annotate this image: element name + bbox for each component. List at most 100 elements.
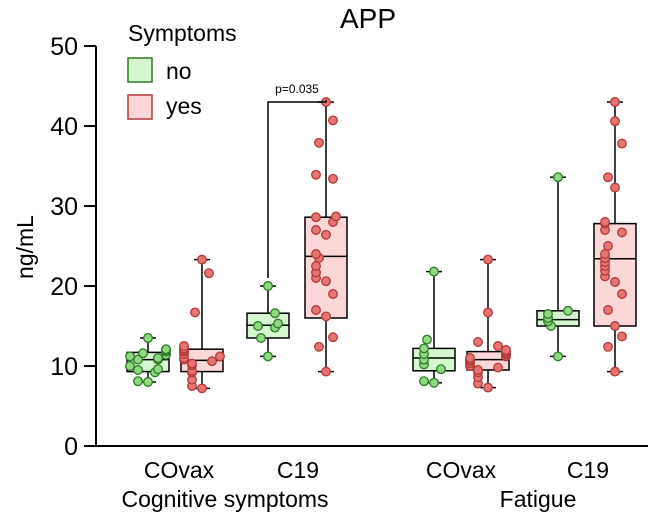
data-point	[603, 341, 613, 352]
data-point	[465, 353, 475, 363]
data-point	[493, 341, 503, 351]
data-point	[419, 343, 429, 354]
data-point	[483, 254, 493, 265]
data-point	[610, 277, 620, 287]
data-point	[153, 364, 163, 375]
data-point	[311, 249, 321, 259]
box-iqr	[593, 222, 637, 327]
data-point	[603, 172, 613, 183]
data-point	[321, 276, 331, 287]
y-tick-label: 30	[50, 193, 78, 221]
data-point	[314, 341, 324, 352]
data-point	[563, 305, 573, 316]
data-point	[543, 309, 553, 319]
data-point	[473, 365, 483, 375]
legend-swatch-yes	[127, 94, 153, 120]
data-point	[256, 333, 266, 343]
box-6	[536, 172, 580, 362]
data-point	[610, 321, 620, 331]
x-tick-label: COvax	[426, 457, 497, 483]
y-tick-label: 10	[50, 353, 78, 381]
data-point	[125, 361, 135, 371]
data-point	[311, 169, 321, 180]
data-point	[617, 331, 627, 342]
data-point	[133, 365, 143, 375]
data-point	[133, 376, 143, 387]
group-label: Fatigue	[500, 486, 577, 512]
data-point	[263, 351, 273, 362]
boxes-layer	[125, 97, 637, 394]
data-point	[321, 311, 331, 322]
box-5	[465, 254, 511, 393]
data-point	[321, 229, 331, 240]
x-tick-label: C19	[567, 457, 609, 483]
y-tick-label: 50	[50, 33, 78, 61]
x-tick-label: C19	[277, 457, 319, 483]
box-2	[246, 281, 290, 362]
data-point	[270, 308, 280, 319]
significance-label: p=0.035	[275, 82, 319, 96]
data-point	[553, 351, 563, 362]
data-point	[331, 211, 341, 222]
significance-bracket	[267, 100, 327, 278]
data-point	[473, 337, 483, 347]
data-point	[419, 376, 429, 387]
data-point	[429, 266, 439, 277]
data-point	[190, 307, 200, 318]
legend-label-no: no	[166, 58, 192, 84]
data-point	[501, 345, 511, 355]
data-point	[328, 173, 338, 184]
chart-title: APP	[340, 3, 396, 34]
data-point	[610, 116, 620, 127]
box-1	[179, 254, 225, 394]
data-point	[263, 281, 273, 291]
data-point	[207, 356, 217, 367]
data-point	[610, 366, 620, 377]
data-point	[436, 364, 446, 375]
data-point	[321, 366, 331, 377]
legend: Symptoms no yes	[127, 20, 237, 120]
data-point	[493, 362, 503, 373]
data-point	[314, 137, 324, 148]
y-axis-label: ng/mL	[12, 215, 38, 279]
data-point	[617, 138, 627, 149]
data-point	[153, 353, 163, 363]
data-point	[553, 172, 563, 183]
data-point	[422, 334, 432, 345]
data-point	[143, 377, 153, 387]
data-point	[311, 225, 321, 235]
legend-title: Symptoms	[128, 20, 237, 46]
data-point	[161, 344, 171, 355]
data-point	[610, 97, 620, 107]
data-point	[617, 289, 627, 299]
data-point	[429, 377, 439, 388]
data-point	[197, 383, 207, 394]
data-point	[600, 217, 610, 227]
box-7	[593, 97, 637, 377]
data-point	[187, 358, 197, 369]
group-label: Cognitive symptoms	[121, 486, 328, 512]
data-point	[603, 241, 613, 251]
data-point	[311, 261, 321, 271]
data-point	[197, 254, 207, 265]
data-point	[253, 321, 263, 331]
box-3	[304, 97, 348, 377]
significance-annotation: p=0.035	[267, 82, 327, 278]
data-point	[328, 115, 338, 126]
y-axis: 0 10 20 30 40 50	[50, 33, 97, 461]
data-point	[143, 333, 153, 343]
data-point	[610, 182, 620, 193]
box-4	[412, 266, 456, 388]
data-point	[328, 332, 338, 343]
y-tick-label: 20	[50, 273, 78, 301]
data-point	[328, 289, 338, 299]
data-point	[603, 305, 613, 315]
data-point	[215, 351, 225, 362]
y-tick-label: 40	[50, 113, 78, 141]
x-tick-label: COvax	[144, 457, 215, 483]
legend-swatch-no	[127, 57, 153, 83]
data-point	[204, 268, 214, 279]
y-tick-label: 0	[64, 433, 78, 461]
box-0	[125, 333, 171, 387]
